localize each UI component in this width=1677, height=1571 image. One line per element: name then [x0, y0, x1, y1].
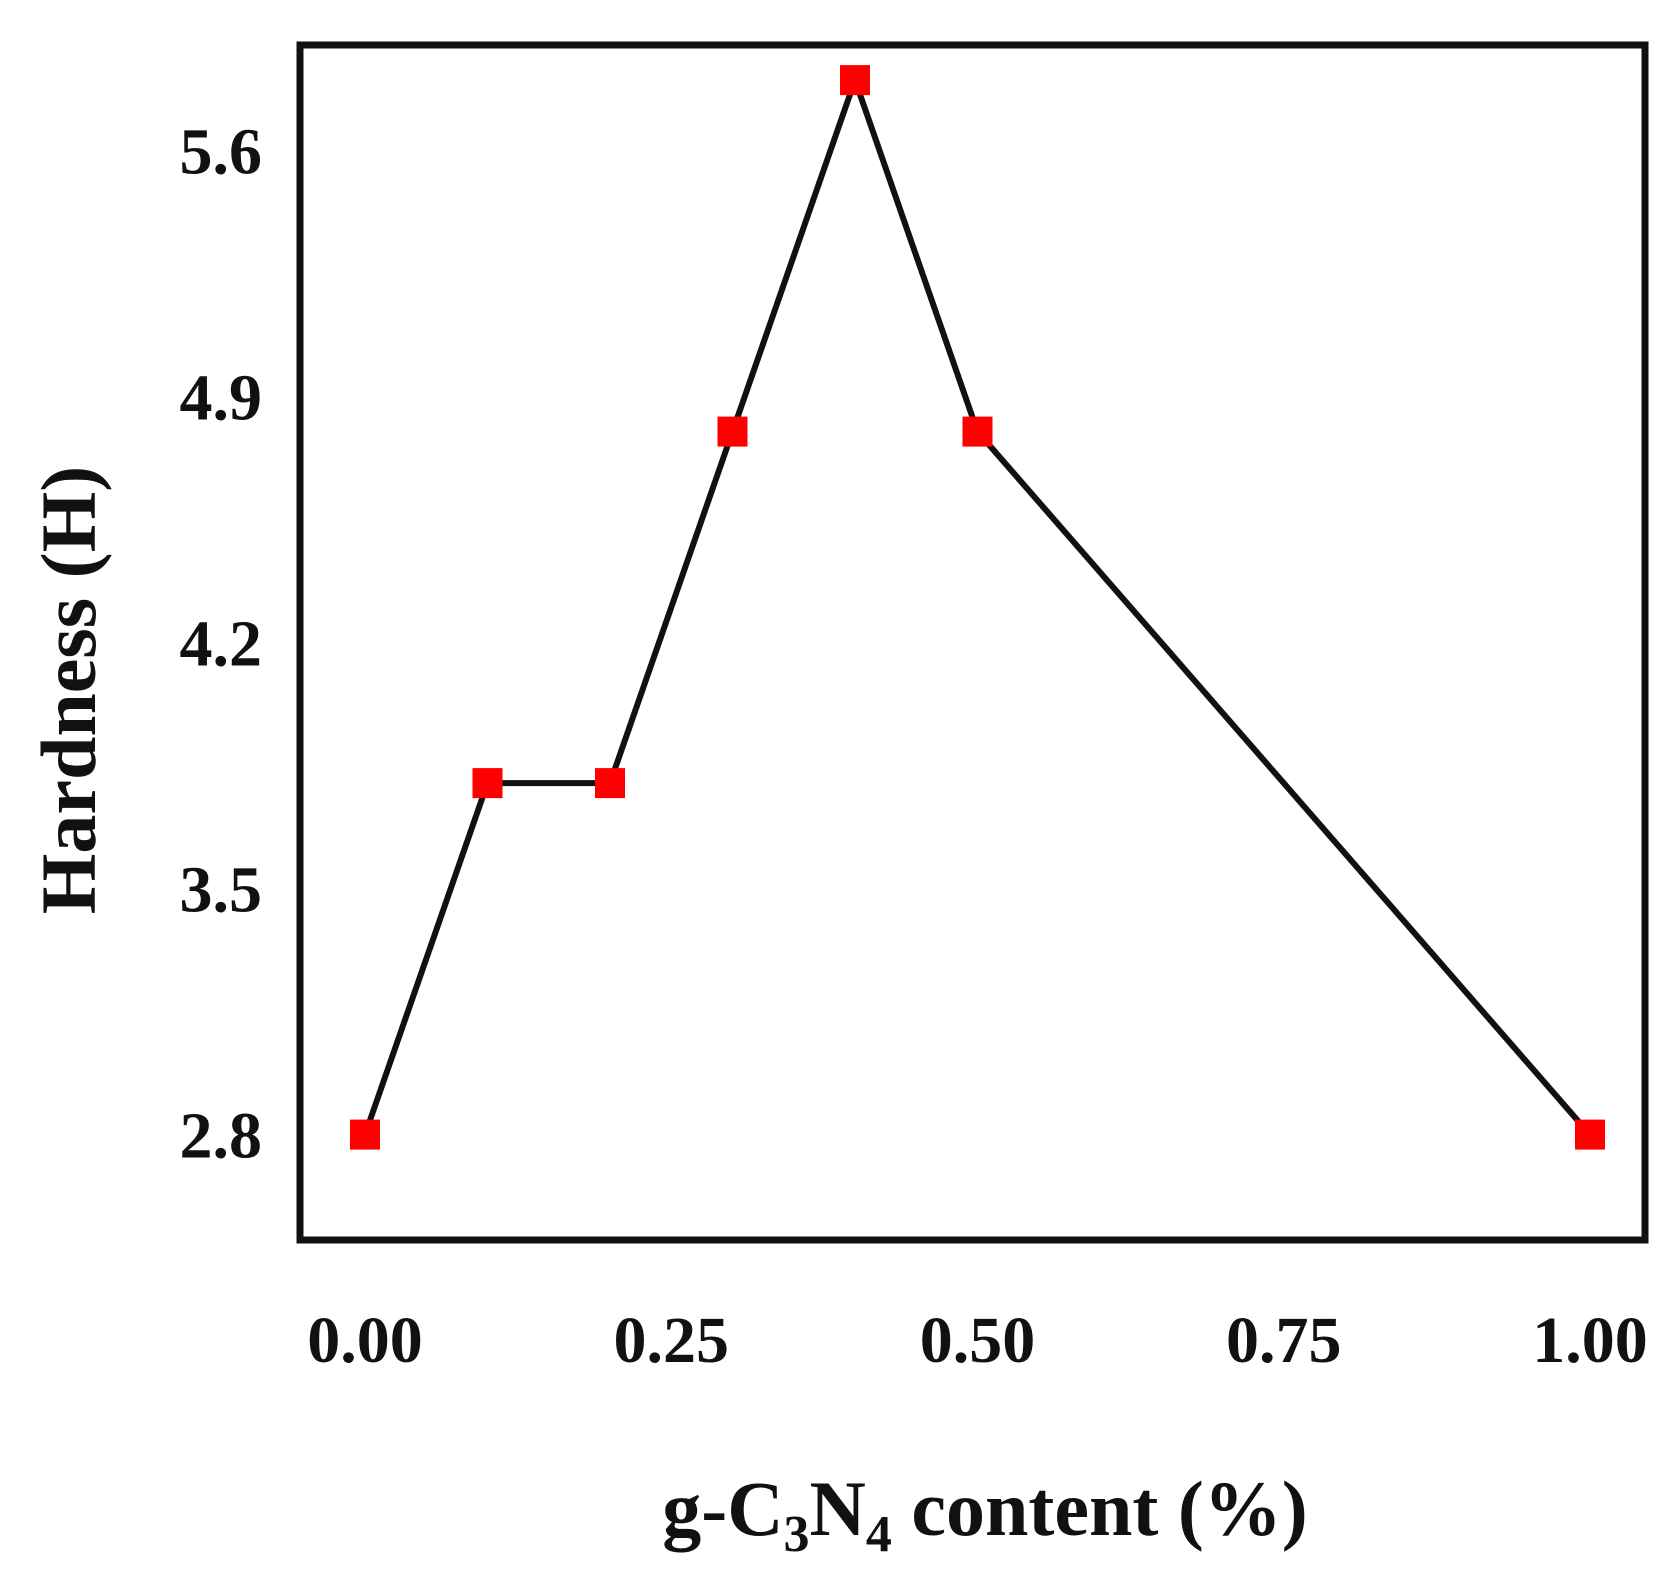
- y-tick-label: 3.5: [180, 854, 263, 927]
- data-point-1: [472, 768, 503, 799]
- y-tick-labels: 2.8 3.5 4.2 4.9 5.6: [180, 115, 263, 1172]
- y-tick-label: 4.2: [180, 608, 263, 681]
- y-tick-label: 4.9: [180, 362, 263, 435]
- plot-frame: [296, 41, 1649, 1244]
- x-axis-title-prefix: g-C: [662, 1465, 783, 1552]
- data-point-2: [595, 768, 625, 799]
- x-tick-label: 0.75: [1226, 1304, 1342, 1377]
- marker-layer: [350, 65, 1605, 1150]
- x-axis-title: g-C3N4 content (%): [662, 1465, 1308, 1563]
- data-point-4: [840, 65, 870, 96]
- data-point-5: [962, 416, 993, 447]
- data-point-6: [1575, 1119, 1605, 1150]
- y-tick-label: 2.8: [180, 1100, 263, 1173]
- x-tick-label: 0.50: [920, 1304, 1036, 1377]
- x-tick-labels: 0.00 0.25 0.50 0.75 1.00: [307, 1304, 1648, 1377]
- x-axis-title-suffix: content (%): [892, 1465, 1308, 1552]
- data-point-0: [350, 1119, 380, 1150]
- x-axis-title-sub2: 4: [866, 1506, 892, 1563]
- x-tick-label: 0.00: [307, 1304, 423, 1377]
- x-axis-title-sub1: 3: [784, 1506, 810, 1563]
- x-tick-label: 1.00: [1532, 1304, 1648, 1377]
- data-point-3: [717, 416, 748, 447]
- x-tick-label: 0.25: [614, 1304, 730, 1377]
- series-layer: [362, 77, 1593, 1137]
- series-line-0: [362, 77, 1593, 1137]
- y-axis-title: Hardness (H): [25, 466, 112, 915]
- x-axis-title-mid: N: [810, 1465, 866, 1552]
- y-tick-label: 5.6: [180, 115, 263, 188]
